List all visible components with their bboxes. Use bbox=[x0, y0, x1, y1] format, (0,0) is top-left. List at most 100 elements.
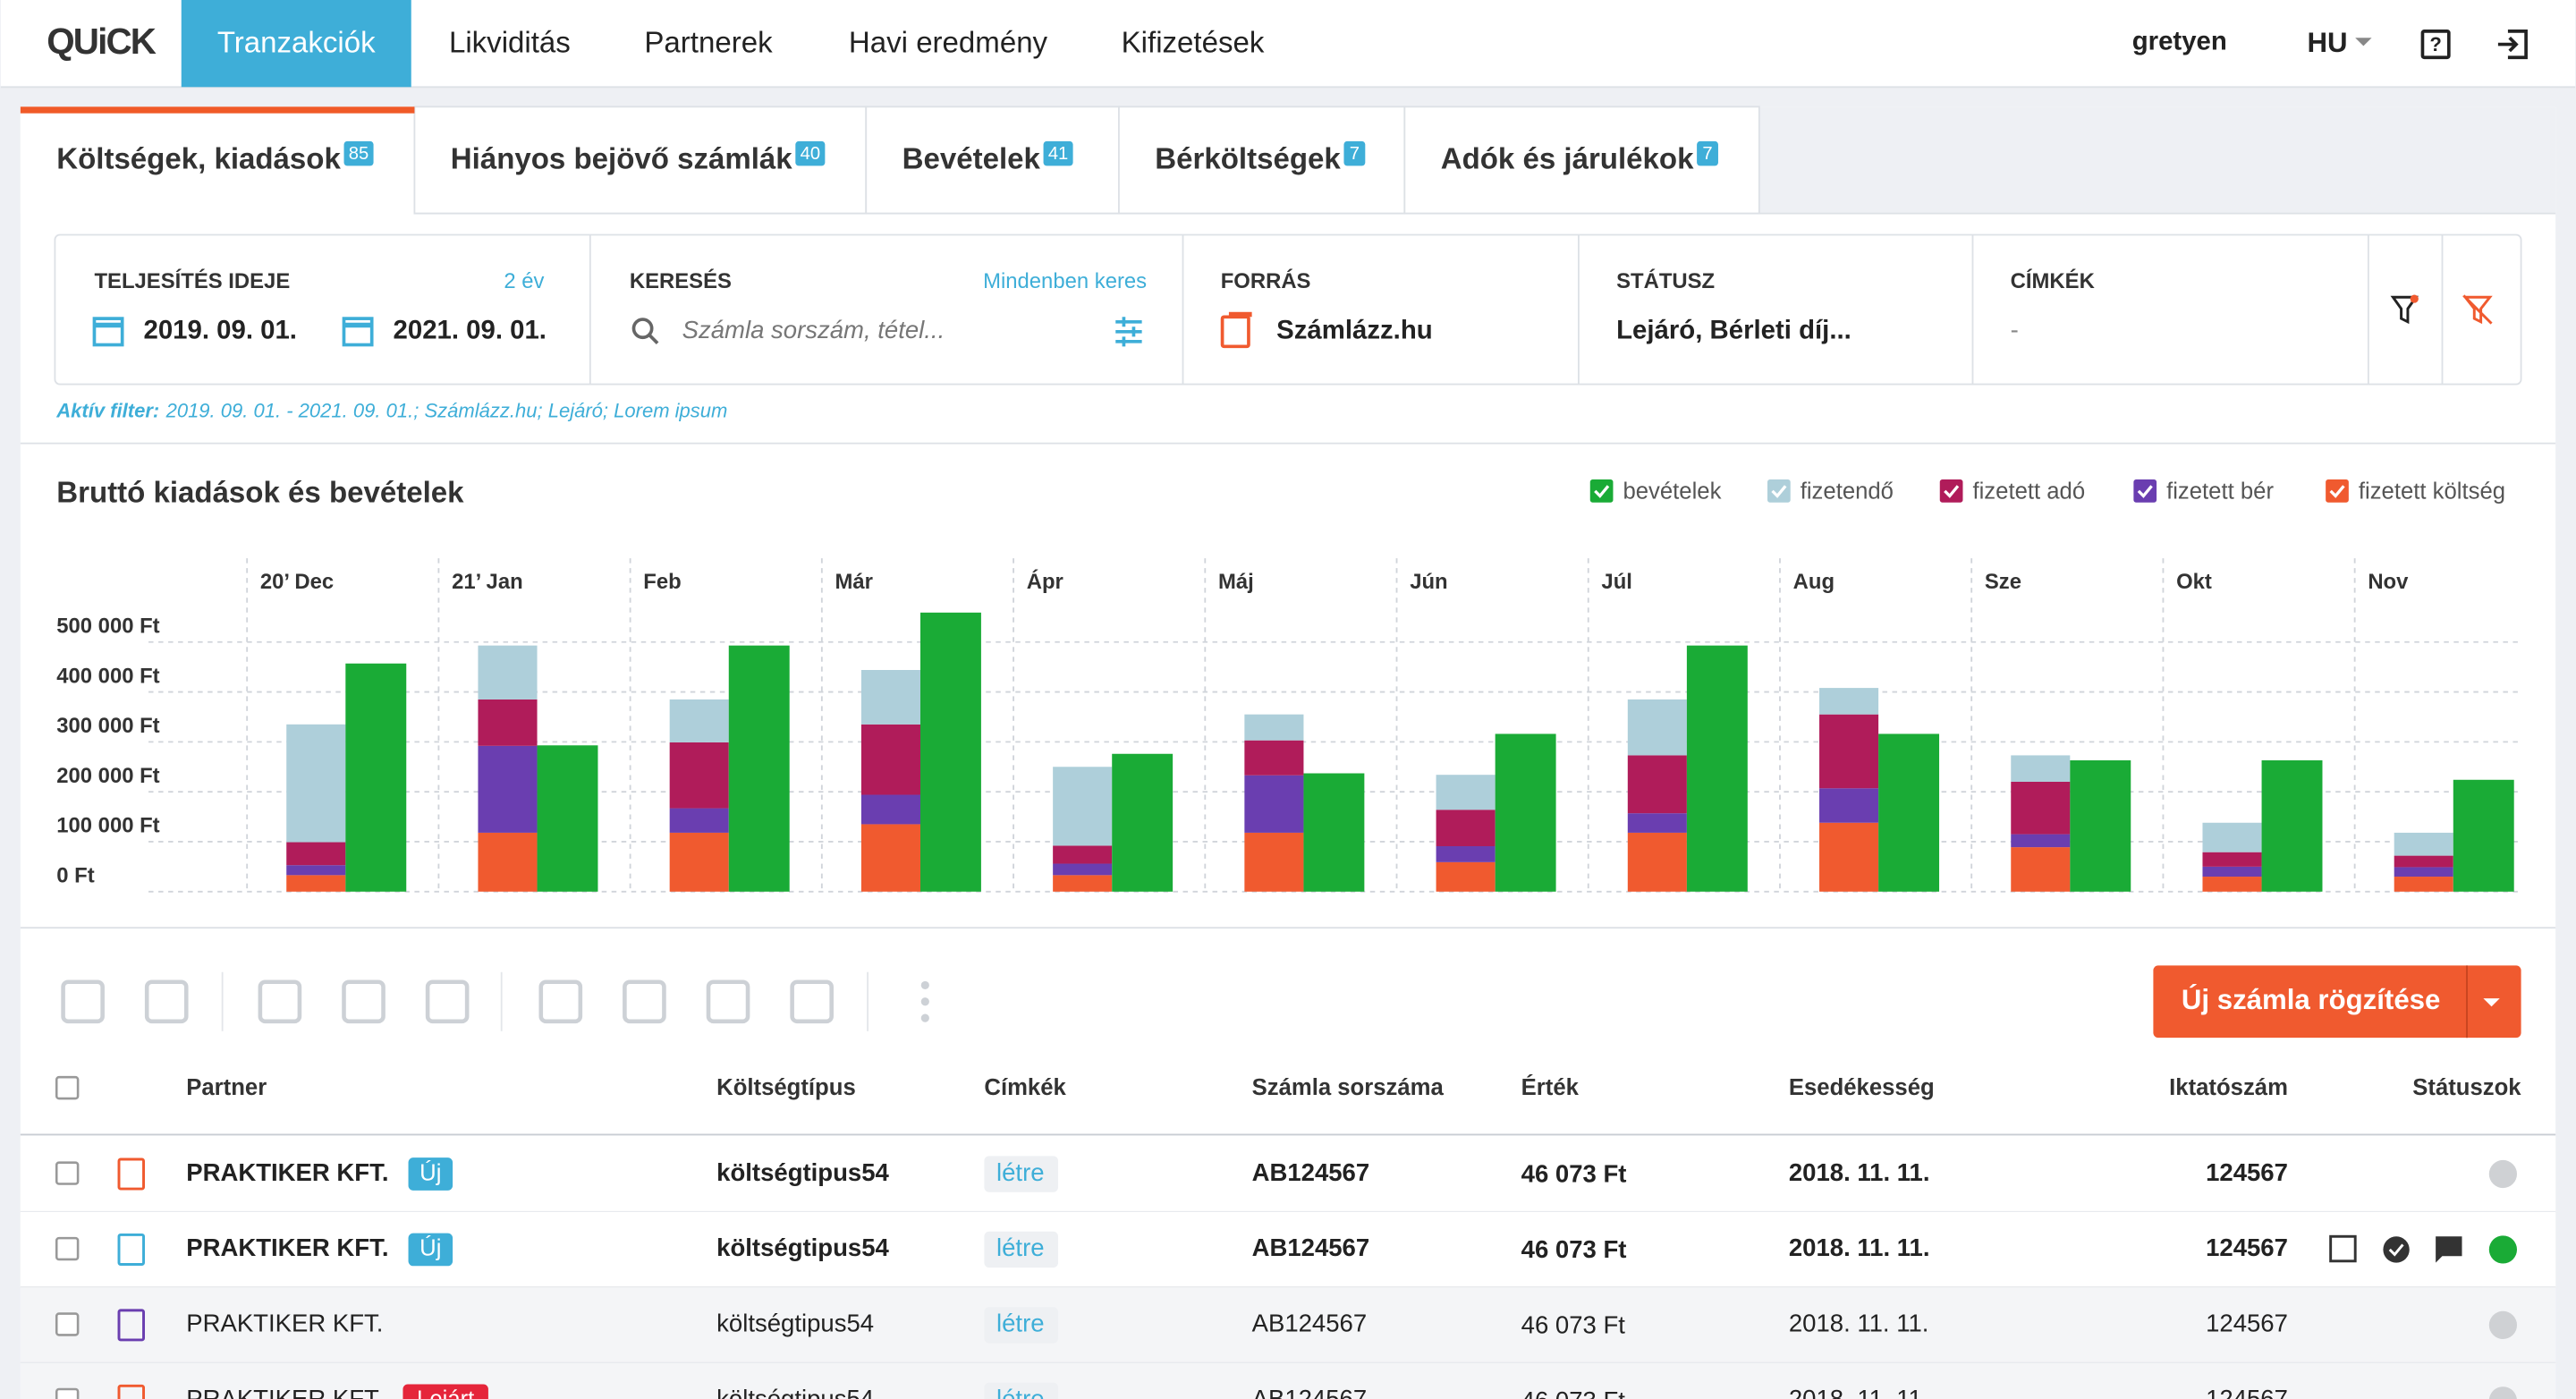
column-header[interactable]: Számla sorszáma bbox=[1252, 1075, 1445, 1100]
partner-name[interactable]: PRAKTIKER KFT. bbox=[186, 1310, 383, 1337]
status-dot[interactable] bbox=[2488, 1235, 2518, 1264]
status-dot[interactable] bbox=[2488, 1386, 2517, 1399]
filter-clear-icon[interactable] bbox=[2462, 294, 2493, 325]
header-checkbox[interactable] bbox=[55, 1075, 80, 1100]
new-invoice-label[interactable]: Új számla rögzítése bbox=[2182, 983, 2440, 1015]
status-dot[interactable] bbox=[2488, 1310, 2518, 1339]
column-header[interactable]: Költségtípus bbox=[716, 1075, 856, 1100]
tag-label[interactable]: létre bbox=[996, 1310, 1045, 1337]
nav-item[interactable]: Kifizetések bbox=[1122, 26, 1265, 59]
tag-label[interactable]: létre bbox=[996, 1234, 1045, 1261]
calendar-status[interactable] bbox=[2329, 1234, 2357, 1263]
bar-segment bbox=[1436, 845, 1496, 862]
bar-segment bbox=[669, 742, 729, 809]
toolbar-icon[interactable] bbox=[790, 979, 834, 1024]
partner-name[interactable]: PRAKTIKER KFT. bbox=[186, 1158, 388, 1186]
date-to[interactable]: 2021. 09. 01. bbox=[394, 316, 547, 345]
partner-name[interactable]: PRAKTIKER KFT. bbox=[186, 1234, 388, 1261]
y-tick-label: 400 000 Ft bbox=[56, 664, 159, 688]
tags-value[interactable]: - bbox=[2011, 316, 2019, 343]
bar-segment bbox=[1819, 688, 1879, 715]
row-checkbox[interactable] bbox=[55, 1387, 80, 1399]
bar-segment bbox=[669, 699, 729, 742]
amount: 46 073 Ft bbox=[1521, 1386, 1626, 1399]
status-value[interactable]: Lejáró, Bérleti díj... bbox=[1616, 316, 1852, 345]
legend-swatch[interactable] bbox=[2133, 479, 2157, 503]
column-header[interactable]: Iktatószám bbox=[2169, 1075, 2288, 1100]
filter-link[interactable]: 2 év bbox=[504, 269, 544, 293]
search-input[interactable]: Számla sorszám, tétel... bbox=[682, 316, 945, 343]
new-invoice-button[interactable] bbox=[2153, 965, 2521, 1039]
toolbar-icon[interactable] bbox=[706, 979, 750, 1024]
nav-item[interactable]: Partnerek bbox=[644, 26, 773, 59]
tab-label[interactable]: Adók és járulékok bbox=[1441, 143, 1694, 176]
tag-label[interactable]: létre bbox=[996, 1158, 1045, 1186]
toolbar-icon[interactable] bbox=[258, 979, 302, 1024]
column-header[interactable]: Státuszok bbox=[2412, 1075, 2521, 1100]
bar-segment bbox=[478, 645, 538, 700]
x-tick-label: Sze bbox=[1985, 570, 2021, 594]
cost-type: költségtipus54 bbox=[716, 1385, 874, 1399]
column-header[interactable]: Esedékesség bbox=[1789, 1075, 1935, 1100]
help-icon[interactable] bbox=[2420, 30, 2451, 60]
tab-label[interactable]: Hiányos bejövő számlák bbox=[451, 143, 792, 176]
table-row[interactable] bbox=[20, 1287, 2556, 1363]
status-badge-label: Lejárt bbox=[417, 1387, 474, 1399]
toolbar-more[interactable] bbox=[920, 1013, 929, 1022]
toolbar-icon[interactable] bbox=[342, 979, 386, 1024]
tab-count: 7 bbox=[1702, 144, 1712, 164]
button-caret[interactable] bbox=[2483, 998, 2500, 1007]
doc-icon bbox=[117, 1233, 145, 1266]
user-name[interactable]: gretyen bbox=[2132, 26, 2227, 55]
legend-label[interactable]: fizetendő bbox=[1801, 479, 1894, 504]
legend-label[interactable]: fizetett adó bbox=[1972, 479, 2085, 504]
done-status[interactable] bbox=[2383, 1236, 2410, 1263]
bar-segment bbox=[2394, 855, 2453, 868]
tab-label[interactable]: Bevételek bbox=[902, 143, 1041, 176]
filter-label: KERESÉS bbox=[630, 268, 732, 293]
comment-status[interactable] bbox=[2436, 1236, 2462, 1263]
legend-label[interactable]: fizetett költség bbox=[2359, 479, 2505, 504]
row-checkbox[interactable] bbox=[55, 1312, 80, 1336]
tab-badge bbox=[343, 140, 374, 166]
amount: 46 073 Ft bbox=[1521, 1160, 1627, 1188]
toolbar-icon[interactable] bbox=[623, 979, 666, 1024]
tag-label[interactable]: létre bbox=[996, 1385, 1045, 1399]
nav-item[interactable]: Tranzakciók bbox=[217, 26, 376, 59]
logout-icon[interactable] bbox=[2497, 30, 2528, 60]
partner-name[interactable]: PRAKTIKER KFT. bbox=[186, 1385, 383, 1399]
legend-swatch[interactable] bbox=[1767, 479, 1791, 503]
toolbar-more[interactable] bbox=[920, 997, 929, 1006]
row-checkbox[interactable] bbox=[55, 1236, 80, 1261]
column-header[interactable]: Címkék bbox=[984, 1075, 1066, 1100]
filter-link[interactable]: Mindenben keres bbox=[983, 269, 1147, 293]
tab[interactable] bbox=[413, 106, 868, 215]
toolbar-icon[interactable] bbox=[425, 979, 470, 1024]
toolbar-icon[interactable] bbox=[538, 979, 583, 1024]
source-value[interactable]: Számlázz.hu bbox=[1276, 316, 1433, 345]
tab-label[interactable]: Bérköltségek bbox=[1155, 143, 1341, 176]
toolbar-icon[interactable] bbox=[144, 979, 189, 1024]
column-header[interactable]: Érték bbox=[1521, 1074, 1580, 1100]
column-header[interactable]: Partner bbox=[186, 1075, 267, 1100]
tag-chip bbox=[984, 1156, 1059, 1192]
nav-item[interactable]: Havi eredmény bbox=[849, 26, 1048, 59]
bar bbox=[1878, 733, 1940, 892]
tab-strip-bg bbox=[1758, 106, 2556, 214]
legend-swatch[interactable] bbox=[2326, 479, 2349, 503]
language[interactable]: HU bbox=[2307, 27, 2347, 58]
toolbar-more[interactable] bbox=[920, 980, 929, 989]
legend-label[interactable]: bevételek bbox=[1623, 479, 1721, 504]
legend-label[interactable]: fizetett bér bbox=[2166, 479, 2274, 504]
doc-icon bbox=[117, 1309, 145, 1342]
toolbar-icon[interactable] bbox=[61, 979, 105, 1024]
row-checkbox[interactable] bbox=[55, 1161, 80, 1185]
legend-swatch[interactable] bbox=[1589, 479, 1614, 503]
nav-item[interactable]: Likviditás bbox=[449, 26, 571, 59]
status-dot[interactable] bbox=[2488, 1159, 2518, 1189]
legend-swatch[interactable] bbox=[1939, 479, 1963, 503]
date-from[interactable]: 2019. 09. 01. bbox=[144, 316, 297, 345]
tab-label[interactable]: Költségek, kiadások bbox=[56, 143, 341, 176]
file-number: 124567 bbox=[2206, 1385, 2288, 1399]
settings-icon[interactable] bbox=[1115, 317, 1142, 347]
